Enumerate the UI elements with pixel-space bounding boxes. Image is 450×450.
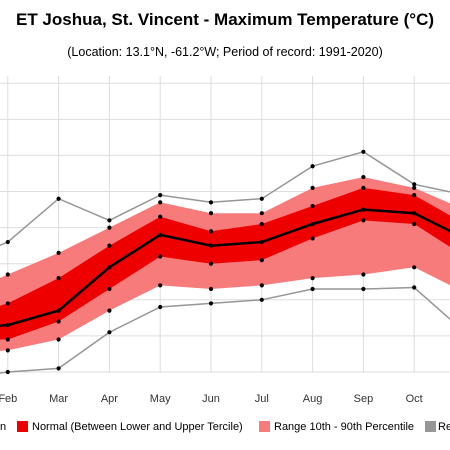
percentile-90-point xyxy=(259,211,264,216)
percentile-10-point xyxy=(107,308,112,313)
record-high-point xyxy=(259,196,264,201)
bands xyxy=(0,177,450,351)
record-low-point xyxy=(158,304,163,310)
record-low-line xyxy=(0,286,450,374)
percentile-10-point xyxy=(412,265,417,270)
upper-tercile-point xyxy=(208,229,214,234)
lower-tercile-point xyxy=(107,286,112,292)
lower-tercile-point xyxy=(412,221,417,227)
mean-point xyxy=(5,322,10,328)
upper-tercile-point xyxy=(259,221,264,227)
record-low-point xyxy=(208,301,214,306)
record-low-point xyxy=(412,285,417,290)
mean-point xyxy=(259,239,264,245)
x-tick-label: Jun xyxy=(202,393,220,405)
percentile-10-point xyxy=(56,337,61,342)
mean-point xyxy=(107,265,112,270)
record-high-point xyxy=(310,164,315,169)
upper-tercile-point xyxy=(158,214,163,219)
legend-label-normal: Normal (Between Lower and Upper Tercile) xyxy=(32,421,243,433)
mean-point xyxy=(56,308,61,313)
percentile-10-point xyxy=(259,283,264,288)
mean-line xyxy=(0,208,450,327)
percentile-10-point xyxy=(361,272,366,277)
chart-subtitle: (Location: 13.1°N, -61.2°W; Period of re… xyxy=(67,45,383,59)
x-tick-label: Sep xyxy=(354,393,374,405)
upper-tercile-point xyxy=(412,193,417,198)
record-low-point xyxy=(310,286,315,292)
legend-swatch-range xyxy=(259,421,270,432)
lower-tercile-point xyxy=(5,337,10,342)
x-tick-label: Mar xyxy=(49,393,68,405)
record-high-line xyxy=(0,150,450,247)
mean-point xyxy=(310,221,315,227)
chart-title: ET Joshua, St. Vincent - Maximum Tempera… xyxy=(15,10,435,29)
record-low-point xyxy=(56,366,61,371)
record-high-point xyxy=(361,149,366,154)
upper-tercile-point xyxy=(107,243,112,248)
upper-tercile-point xyxy=(56,276,61,281)
legend: n Normal (Between Lower and Upper Tercile… xyxy=(0,421,450,433)
lower-tercile-point xyxy=(310,236,315,241)
legend-label-range: Range 10th - 90th Percentile xyxy=(274,421,414,433)
percentile-10-point xyxy=(208,286,214,292)
percentile-90-point xyxy=(310,185,315,191)
x-tick-label: Feb xyxy=(0,393,17,405)
percentile-90-point xyxy=(208,211,214,216)
record-high-point xyxy=(5,239,10,245)
points xyxy=(5,149,417,375)
x-tick-label: Oct xyxy=(406,393,423,405)
x-tick-label: May xyxy=(150,393,171,405)
upper-tercile-point xyxy=(5,301,10,306)
record-low-point xyxy=(107,330,112,335)
record-high-point xyxy=(158,193,163,198)
record-high-point xyxy=(208,200,214,205)
x-tick-label: Apr xyxy=(101,393,118,405)
lower-tercile-point xyxy=(259,257,264,263)
upper-tercile-point xyxy=(361,185,366,191)
percentile-90-point xyxy=(412,185,417,191)
mean-point xyxy=(158,232,163,237)
legend-label-mean: n xyxy=(0,421,6,433)
percentile-90-point xyxy=(5,272,10,277)
percentile-90-point xyxy=(56,250,61,255)
percentile-90-point xyxy=(158,200,163,205)
lower-tercile-point xyxy=(56,319,61,324)
percentile-10-point xyxy=(158,283,163,288)
lower-tercile-point xyxy=(158,254,163,259)
record-high-point xyxy=(107,218,112,223)
lower-tercile-point xyxy=(361,218,366,223)
x-axis-ticks: Feb Mar Apr May Jun Jul Aug Sep Oct xyxy=(0,393,423,405)
mean-point xyxy=(361,207,366,212)
record-high-point xyxy=(412,182,417,187)
tercile-band xyxy=(0,187,450,340)
x-tick-label: Aug xyxy=(303,393,323,405)
percentile-90-point xyxy=(361,174,366,180)
lower-tercile-point xyxy=(208,261,214,266)
record-low-point xyxy=(5,369,10,375)
percentile-90-point xyxy=(107,225,112,230)
x-tick-label: Jul xyxy=(255,393,269,405)
lines xyxy=(0,150,450,374)
percentile-10-point xyxy=(310,276,315,281)
mean-point xyxy=(412,211,417,216)
legend-label-record: Re xyxy=(438,421,450,433)
mean-point xyxy=(208,243,214,248)
percentile-10-point xyxy=(5,348,10,353)
record-high-point xyxy=(56,196,61,201)
record-low-point xyxy=(361,286,366,292)
legend-swatch-record xyxy=(425,421,436,432)
legend-swatch-normal xyxy=(17,421,28,432)
upper-tercile-point xyxy=(310,203,315,209)
record-low-point xyxy=(259,297,264,302)
